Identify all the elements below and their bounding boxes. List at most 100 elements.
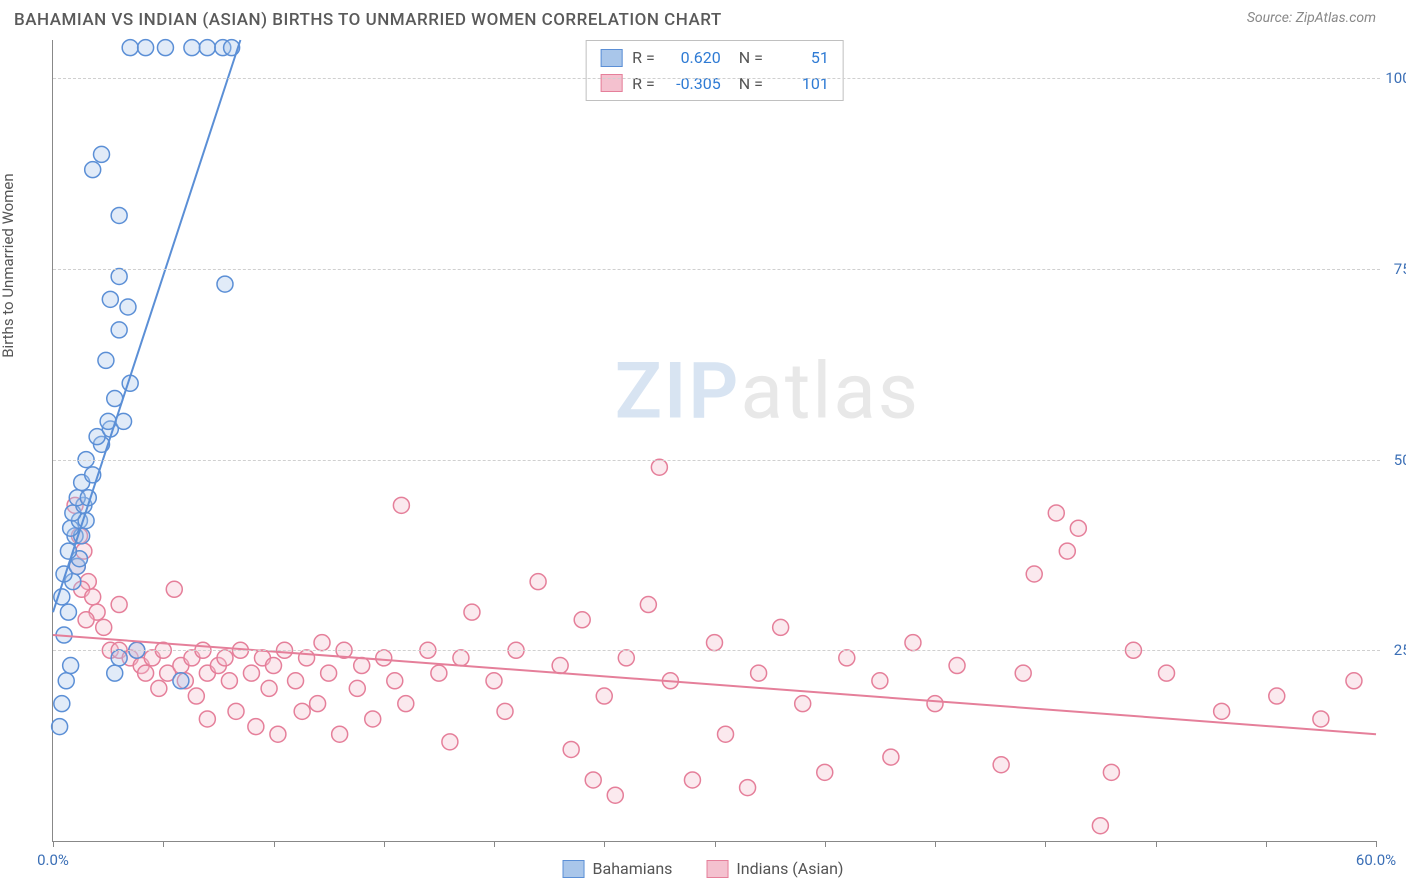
- x-tick-label: 60.0%: [1356, 851, 1396, 869]
- data-point: [60, 604, 76, 620]
- source-label: Source: ZipAtlas.com: [1247, 10, 1376, 26]
- gridline-h: [53, 650, 1380, 651]
- x-tick-mark: [1045, 841, 1046, 847]
- data-point: [266, 658, 282, 674]
- data-point: [1269, 688, 1285, 704]
- y-tick-label: 75.0%: [1380, 260, 1406, 278]
- data-point: [398, 696, 414, 712]
- data-point: [332, 726, 348, 742]
- y-tick-label: 50.0%: [1380, 451, 1406, 469]
- data-point: [684, 772, 700, 788]
- data-point: [310, 696, 326, 712]
- data-point: [1048, 505, 1064, 521]
- data-point: [1070, 520, 1086, 536]
- series-legend: Bahamians Indians (Asian): [563, 859, 844, 878]
- legend-swatch-bahamians: [563, 860, 585, 878]
- data-point: [58, 673, 74, 689]
- data-point: [883, 749, 899, 765]
- data-point: [1346, 673, 1362, 689]
- data-point: [795, 696, 811, 712]
- chart-svg: [53, 40, 1376, 841]
- data-point: [54, 696, 70, 712]
- data-point: [151, 680, 167, 696]
- data-point: [166, 581, 182, 597]
- x-tick-mark: [1376, 841, 1377, 847]
- data-point: [299, 650, 315, 666]
- data-point: [1103, 764, 1119, 780]
- data-point: [321, 665, 337, 681]
- data-point: [640, 597, 656, 613]
- data-point: [1313, 711, 1329, 727]
- legend-item-bahamians: Bahamians: [563, 859, 673, 878]
- data-point: [199, 711, 215, 727]
- y-tick-label: 25.0%: [1380, 641, 1406, 659]
- data-point: [1214, 703, 1230, 719]
- data-point: [294, 703, 310, 719]
- data-point: [228, 703, 244, 719]
- x-tick-mark: [935, 841, 936, 847]
- data-point: [872, 673, 888, 689]
- data-point: [111, 207, 127, 223]
- x-tick-mark: [384, 841, 385, 847]
- data-point: [98, 352, 114, 368]
- data-point: [618, 650, 634, 666]
- data-point: [52, 719, 68, 735]
- data-point: [574, 612, 590, 628]
- data-point: [111, 322, 127, 338]
- data-point: [497, 703, 513, 719]
- data-point: [817, 764, 833, 780]
- data-point: [111, 268, 127, 284]
- data-point: [839, 650, 855, 666]
- data-point: [314, 635, 330, 651]
- legend-swatch-indians: [706, 860, 728, 878]
- data-point: [85, 162, 101, 178]
- gridline-h: [53, 78, 1380, 79]
- data-point: [949, 658, 965, 674]
- data-point: [349, 680, 365, 696]
- data-point: [707, 635, 723, 651]
- chart-container: Births to Unmarried Women ZIPatlas R = 0…: [14, 40, 1376, 842]
- data-point: [111, 650, 127, 666]
- legend-label-bahamians: Bahamians: [593, 859, 673, 878]
- data-point: [111, 597, 127, 613]
- data-point: [927, 696, 943, 712]
- data-point: [751, 665, 767, 681]
- data-point: [365, 711, 381, 727]
- data-point: [157, 40, 173, 56]
- data-point: [138, 40, 154, 56]
- data-point: [354, 658, 370, 674]
- data-point: [718, 726, 734, 742]
- data-point: [1015, 665, 1031, 681]
- data-point: [248, 719, 264, 735]
- data-point: [993, 757, 1009, 773]
- gridline-h: [53, 460, 1380, 461]
- legend-label-indians: Indians (Asian): [736, 859, 843, 878]
- data-point: [217, 650, 233, 666]
- data-point: [453, 650, 469, 666]
- data-point: [94, 146, 110, 162]
- data-point: [270, 726, 286, 742]
- x-tick-mark: [1266, 841, 1267, 847]
- x-tick-mark: [715, 841, 716, 847]
- data-point: [288, 673, 304, 689]
- chart-title: BAHAMIAN VS INDIAN (ASIAN) BIRTHS TO UNM…: [14, 10, 722, 30]
- trend-line: [53, 40, 240, 612]
- data-point: [184, 40, 200, 56]
- data-point: [63, 658, 79, 674]
- data-point: [376, 650, 392, 666]
- x-tick-mark: [494, 841, 495, 847]
- plot-area: ZIPatlas R = 0.620 N = 51 R = -0.305 N =…: [52, 40, 1376, 842]
- data-point: [393, 497, 409, 513]
- data-point: [120, 299, 136, 315]
- data-point: [585, 772, 601, 788]
- data-point: [464, 604, 480, 620]
- data-point: [102, 291, 118, 307]
- data-point: [387, 673, 403, 689]
- data-point: [596, 688, 612, 704]
- data-point: [740, 780, 756, 796]
- x-tick-mark: [163, 841, 164, 847]
- data-point: [221, 673, 237, 689]
- data-point: [530, 574, 546, 590]
- data-point: [905, 635, 921, 651]
- data-point: [107, 665, 123, 681]
